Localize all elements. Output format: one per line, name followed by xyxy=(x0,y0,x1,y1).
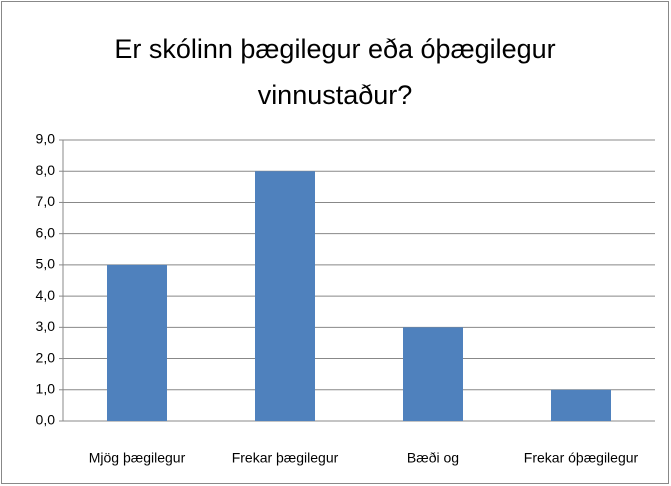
y-tick-label: 8,0 xyxy=(36,162,56,178)
x-tick-label: Frekar óþægilegur xyxy=(524,450,639,466)
y-tick-label: 0,0 xyxy=(36,412,56,428)
y-tick-label: 4,0 xyxy=(36,287,56,303)
chart-title: Er skólinn þægilegur eða óþægilegur vinn… xyxy=(114,34,556,110)
y-tick-label: 9,0 xyxy=(36,131,56,147)
y-tick-label: 6,0 xyxy=(36,224,56,240)
bar xyxy=(551,389,611,421)
bar xyxy=(403,327,463,421)
y-tick-label: 7,0 xyxy=(36,193,56,209)
x-tick-label: Mjög þægilegur xyxy=(89,450,186,466)
y-tick-label: 5,0 xyxy=(36,256,56,272)
x-tick-label: Bæði og xyxy=(407,450,459,466)
bar xyxy=(255,171,315,421)
y-tick-label: 1,0 xyxy=(36,380,56,396)
x-tick-label: Frekar þægilegur xyxy=(232,450,339,466)
y-tick-label: 2,0 xyxy=(36,349,56,365)
y-tick-label: 3,0 xyxy=(36,318,56,334)
bar xyxy=(107,264,167,421)
